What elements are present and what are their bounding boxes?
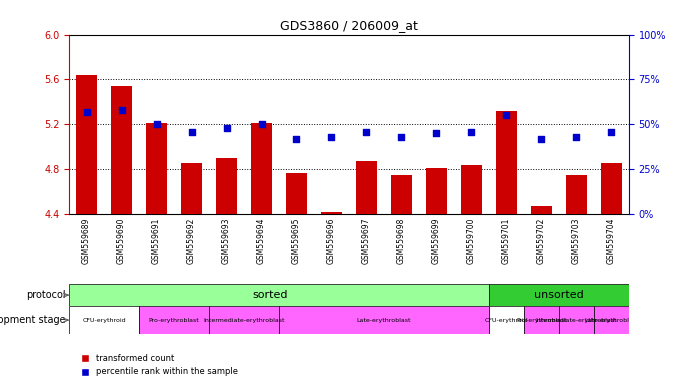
Text: GSM559690: GSM559690 [117, 218, 126, 264]
Text: Pro-erythroblast: Pro-erythroblast [516, 318, 567, 323]
Point [501, 113, 512, 119]
Bar [489, 306, 524, 334]
Text: Intermediate-erythroblast: Intermediate-erythroblast [536, 318, 617, 323]
Bar [391, 175, 412, 214]
Bar [111, 86, 132, 214]
Title: GDS3860 / 206009_at: GDS3860 / 206009_at [280, 19, 418, 32]
Text: Intermediate-erythroblast: Intermediate-erythroblast [203, 318, 285, 323]
Text: GSM559693: GSM559693 [222, 218, 231, 264]
Text: GSM559695: GSM559695 [292, 218, 301, 264]
Point [151, 121, 162, 127]
Bar [524, 306, 559, 334]
Point [186, 129, 197, 135]
Text: GSM559699: GSM559699 [432, 218, 441, 264]
Bar [321, 212, 342, 214]
Legend: transformed count, percentile rank within the sample: transformed count, percentile rank withi… [73, 351, 241, 380]
Point [221, 125, 232, 131]
Bar [489, 284, 629, 306]
Text: GSM559692: GSM559692 [187, 218, 196, 264]
Point [256, 121, 267, 127]
Bar [69, 306, 139, 334]
Bar [531, 207, 552, 214]
Bar [496, 111, 517, 214]
Bar [594, 306, 629, 334]
Bar [356, 162, 377, 214]
Text: Late-erythroblast: Late-erythroblast [357, 318, 411, 323]
Bar [559, 306, 594, 334]
Bar [69, 284, 489, 306]
Point [81, 109, 92, 115]
Text: unsorted: unsorted [534, 290, 584, 300]
Text: GSM559704: GSM559704 [607, 218, 616, 264]
Bar [146, 123, 167, 214]
Text: Late-erythroblast: Late-erythroblast [584, 318, 638, 323]
Text: GSM559694: GSM559694 [257, 218, 266, 264]
Text: Pro-erythroblast: Pro-erythroblast [149, 318, 200, 323]
Text: GSM559691: GSM559691 [152, 218, 161, 264]
Bar [139, 306, 209, 334]
Text: GSM559696: GSM559696 [327, 218, 336, 264]
Text: GSM559698: GSM559698 [397, 218, 406, 264]
Point [361, 129, 372, 135]
Point [571, 134, 582, 140]
Text: protocol: protocol [26, 290, 66, 300]
Bar [279, 306, 489, 334]
Text: sorted: sorted [252, 290, 288, 300]
Text: development stage: development stage [0, 315, 66, 325]
Text: CFU-erythroid: CFU-erythroid [484, 318, 528, 323]
Point [291, 136, 302, 142]
Bar [286, 173, 307, 214]
Text: GSM559689: GSM559689 [82, 218, 91, 264]
Bar [251, 123, 272, 214]
Point [326, 134, 337, 140]
Text: GSM559702: GSM559702 [537, 218, 546, 264]
Bar [426, 168, 447, 214]
Point [466, 129, 477, 135]
Bar [76, 75, 97, 214]
Text: GSM559701: GSM559701 [502, 218, 511, 264]
Bar [601, 162, 622, 214]
Point [431, 130, 442, 136]
Text: CFU-erythroid: CFU-erythroid [82, 318, 126, 323]
Bar [216, 158, 237, 214]
Point [606, 129, 617, 135]
Bar [181, 162, 202, 214]
Point [396, 134, 407, 140]
Bar [461, 165, 482, 214]
Bar [209, 306, 279, 334]
Point [536, 136, 547, 142]
Text: GSM559697: GSM559697 [362, 218, 371, 264]
Text: GSM559703: GSM559703 [572, 218, 581, 264]
Point [116, 107, 127, 113]
Bar [566, 175, 587, 214]
Text: GSM559700: GSM559700 [467, 218, 476, 264]
